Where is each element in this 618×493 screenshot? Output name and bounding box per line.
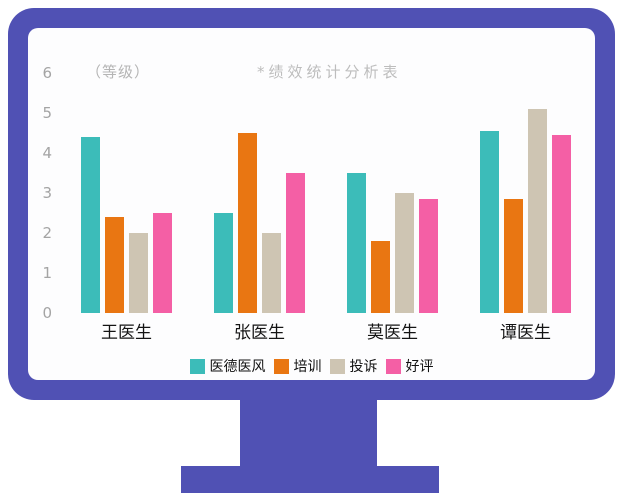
bar [129,233,148,313]
legend-swatch [329,358,345,374]
legend-swatch [189,358,205,374]
y-tick-label: 3 [42,184,52,202]
monitor-stand-base [181,466,439,493]
bar [395,193,414,313]
legend-label: 医德医风 [209,359,266,375]
monitor-frame: *绩效统计分析表 （等级） 0 1 2 3 4 5 6 王医生 张医生 莫医生 谭医生 医德医风 培… [8,8,615,400]
screen: *绩效统计分析表 （等级） 0 1 2 3 4 5 6 王医生 张医生 莫医生 谭医生 医德医风 培… [28,28,595,380]
x-category-label: 谭医生 [500,323,551,343]
bar [480,131,499,313]
bar [238,133,257,313]
legend-label: 好评 [405,359,434,375]
y-tick-label: 6 [42,64,52,82]
bar [371,241,390,313]
bar [81,137,100,313]
bar [153,213,172,313]
chart-title: *绩效统计分析表 [257,63,402,81]
bar [262,233,281,313]
x-category-label: 张医生 [234,323,285,343]
legend-item[interactable]: 培训 [273,356,322,376]
bar [286,173,305,313]
legend-swatch [385,358,401,374]
y-tick-label: 0 [42,304,52,322]
y-axis-unit-label: （等级） [86,63,151,81]
bar [528,109,547,313]
x-category-label: 王医生 [101,323,152,343]
bar [105,217,124,313]
legend-label: 投诉 [349,359,378,375]
bar [504,199,523,313]
y-tick-label: 4 [42,144,52,162]
y-tick-label: 5 [42,104,52,122]
legend-item[interactable]: 投诉 [329,356,378,376]
legend-item[interactable]: 好评 [385,356,434,376]
bar [214,213,233,313]
legend-label: 培训 [293,359,322,375]
bar [552,135,571,313]
monitor-stand-neck [240,398,377,468]
x-category-label: 莫医生 [367,323,418,343]
legend-swatch [273,358,289,374]
legend: 医德医风 培训 投诉 好评 [28,356,595,376]
legend-item[interactable]: 医德医风 [189,356,266,376]
y-tick-label: 2 [42,224,52,242]
bar [347,173,366,313]
bar [419,199,438,313]
y-tick-label: 1 [42,264,52,282]
